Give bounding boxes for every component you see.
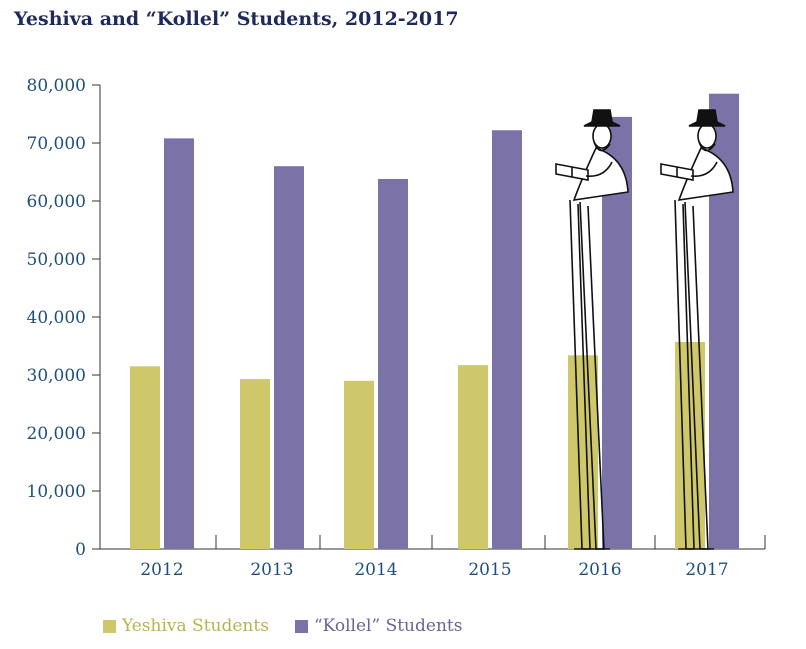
bar-kollel (492, 130, 522, 550)
bar-yeshiva (130, 366, 160, 549)
bar-kollel (164, 138, 194, 550)
y-tick-label: 30,000 (27, 366, 86, 386)
bar-yeshiva (344, 380, 374, 549)
x-tick-label: 2016 (578, 560, 621, 580)
y-tick-label: 80,000 (27, 76, 86, 96)
x-tick-label: 2013 (250, 560, 293, 580)
y-tick-label: 20,000 (27, 424, 86, 444)
y-tick-label: 40,000 (27, 308, 86, 328)
x-tick-label: 2015 (468, 560, 511, 580)
bar-yeshiva (240, 379, 270, 549)
bar-yeshiva (568, 355, 598, 549)
legend-swatch-yeshiva (103, 619, 116, 633)
legend-swatch-kollel (294, 619, 308, 633)
y-tick-label: 60,000 (27, 192, 86, 212)
legend-item-kollel: “Kollel” Students (294, 616, 463, 636)
bar-kollel (274, 166, 304, 549)
chart-title: Yeshiva and “Kollel” Students, 2012-2017 (14, 8, 459, 30)
x-tick-label: 2017 (685, 560, 728, 580)
x-tick-label: 2012 (140, 560, 183, 580)
stilt-walking-reader-icon (660, 109, 734, 550)
stilt-walking-reader-icon (555, 109, 629, 550)
y-tick-label: 70,000 (27, 134, 86, 154)
legend-item-yeshiva: Yeshiva Students (103, 616, 269, 636)
legend-label-yeshiva: Yeshiva Students (122, 616, 269, 636)
bar-kollel (378, 178, 408, 549)
legend-label-kollel: “Kollel” Students (313, 616, 463, 636)
legend: Yeshiva Students “Kollel” Students (103, 616, 488, 636)
y-tick-label: 10,000 (27, 482, 86, 502)
y-tick-label: 50,000 (27, 250, 86, 270)
y-tick-label: 0 (75, 540, 86, 560)
bar-yeshiva (458, 365, 488, 549)
x-tick-label: 2014 (354, 560, 397, 580)
